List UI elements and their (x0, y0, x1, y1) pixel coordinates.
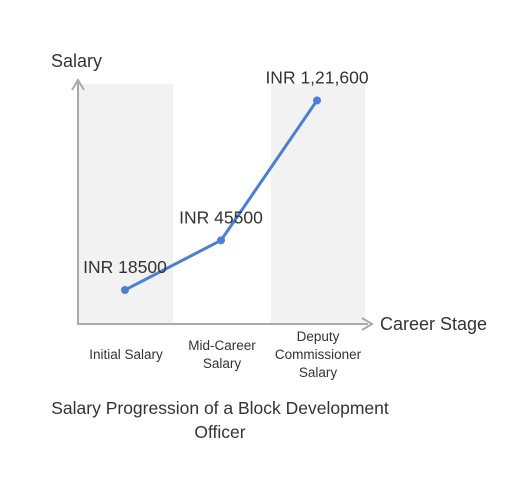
x-tick-labels: Initial Salary Mid-Career Salary Deputy Comm… (89, 329, 361, 380)
category-band (79, 84, 173, 324)
y-axis-arrow (71, 78, 85, 91)
data-points (121, 96, 321, 294)
x-tick-label: Initial Salary (89, 347, 163, 362)
data-point (121, 285, 129, 294)
data-label: INR 1,21,600 (265, 67, 368, 87)
chart-title-line: Salary Progression of a Block Developmen… (51, 398, 389, 418)
category-bands (79, 84, 365, 324)
x-axis-label: Career Stage (380, 314, 487, 334)
y-axis-label: Salary (51, 51, 102, 71)
x-axis-arrow (361, 317, 374, 331)
axes: Salary Career Stage (51, 51, 487, 334)
x-tick-label: Deputy Commissioner Salary (275, 329, 362, 380)
data-label: INR 45500 (179, 207, 263, 227)
chart-title: Salary Progression of a Block Developmen… (0, 396, 440, 444)
chart-title-line: Officer (194, 422, 246, 442)
category-band (271, 84, 365, 324)
data-point (313, 96, 321, 105)
data-labels: INR 18500 INR 45500 INR 1,21,600 (83, 67, 369, 277)
x-tick-label: Mid-Career Salary (188, 338, 256, 371)
data-point (217, 236, 225, 245)
data-label: INR 18500 (83, 257, 167, 277)
